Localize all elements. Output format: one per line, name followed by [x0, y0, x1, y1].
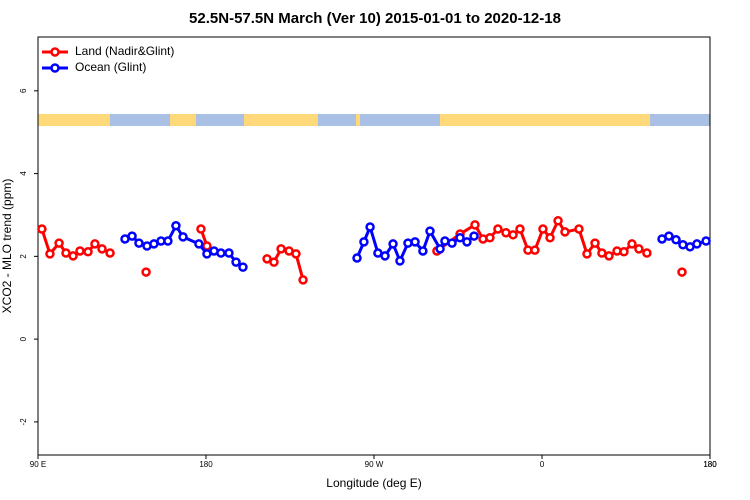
y-tick-label: 0 [19, 336, 28, 341]
ocean-strip [110, 114, 170, 126]
data-point [671, 235, 681, 245]
data-point [435, 244, 445, 254]
data-point [545, 232, 555, 243]
data-point [470, 220, 480, 230]
data-point [627, 239, 637, 249]
data-point [692, 239, 702, 249]
data-point [196, 224, 206, 234]
x-tick-label: 180 [199, 460, 213, 469]
data-point [127, 231, 137, 241]
data-point [418, 246, 428, 256]
ocean-strip [650, 114, 710, 126]
data-point [677, 267, 687, 277]
data-point [194, 239, 204, 249]
data-point [642, 248, 652, 258]
data-point [298, 275, 308, 285]
data-point [508, 230, 518, 240]
data-point [105, 248, 115, 258]
data-point [664, 231, 674, 241]
data-point [455, 232, 465, 243]
map-strip [38, 114, 710, 126]
y-tick-label: 4 [19, 171, 28, 176]
chart-title: 52.5N-57.5N March (Ver 10) 2015-01-01 to… [189, 10, 561, 27]
data-point [269, 257, 279, 267]
y-tick-label: -2 [19, 418, 28, 426]
y-tick-label: 6 [19, 88, 28, 93]
data-point [178, 232, 188, 242]
data-point [238, 262, 248, 272]
data-point [619, 247, 629, 257]
data-point [469, 231, 479, 241]
data-point [395, 256, 405, 266]
data-point [276, 244, 286, 254]
x-axis-label: Longitude (deg E) [326, 476, 421, 490]
data-point [291, 249, 301, 259]
data-point [634, 244, 644, 254]
data-point [462, 237, 472, 247]
data-point [54, 238, 64, 248]
data-point [388, 239, 398, 249]
ocean-strip [360, 114, 440, 126]
data-point [604, 251, 614, 261]
legend-label: Ocean (Glint) [75, 60, 146, 74]
x-tick-label: 180 [703, 460, 717, 469]
data-point [262, 254, 272, 264]
legend-marker [50, 47, 60, 57]
data-point [68, 251, 78, 261]
data-point [359, 237, 369, 247]
x-tick-label: 0 [540, 460, 545, 469]
data-point [403, 238, 413, 248]
x-tick-label: 180 [703, 460, 717, 469]
legend-marker [50, 63, 60, 73]
data-point [365, 222, 375, 232]
data-point [224, 248, 234, 258]
ocean-strip [196, 114, 244, 126]
data-point [515, 224, 525, 234]
data-point [447, 238, 457, 248]
data-point [380, 251, 390, 261]
legend-label: Land (Nadir&Glint) [75, 44, 174, 58]
data-point [485, 232, 495, 243]
data-point [352, 253, 362, 263]
data-point [90, 239, 100, 249]
data-point [75, 246, 85, 256]
data-point [45, 249, 55, 259]
data-point [590, 238, 600, 248]
data-point [83, 247, 93, 257]
y-tick-label: 2 [19, 254, 28, 259]
data-point [410, 237, 420, 247]
data-point [701, 236, 711, 246]
data-point [553, 216, 563, 226]
data-point [530, 245, 540, 255]
data-point [231, 257, 241, 267]
data-point [560, 227, 570, 237]
data-point [582, 249, 592, 259]
data-point [134, 238, 144, 248]
data-point [493, 224, 503, 234]
data-point [425, 226, 435, 236]
data-point [538, 224, 548, 234]
data-point [216, 248, 226, 258]
data-point [97, 244, 107, 254]
data-point [37, 224, 47, 234]
data-point [163, 236, 173, 246]
x-tick-label: 90 E [30, 460, 46, 469]
data-point [171, 220, 181, 231]
y-axis-label: XCO2 - MLO trend (ppm) [0, 179, 14, 314]
data-point [141, 267, 151, 277]
x-tick-label: 90 W [365, 460, 384, 469]
data-point [574, 224, 584, 234]
ocean-strip [318, 114, 356, 126]
